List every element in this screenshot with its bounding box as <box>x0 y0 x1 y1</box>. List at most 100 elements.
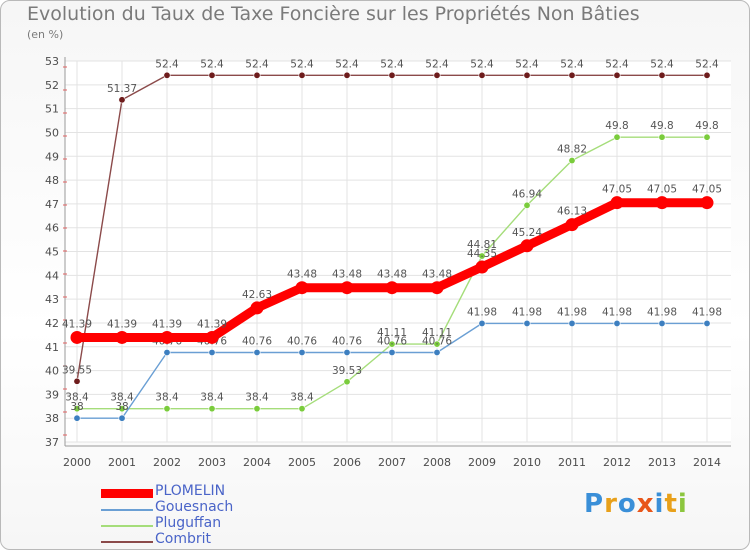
data-label-plomelin: 43.48 <box>377 269 407 281</box>
data-label-plomelin: 44.35 <box>467 248 497 260</box>
data-label-pluguffan: 38.4 <box>110 392 134 404</box>
data-point-combrit <box>703 71 711 79</box>
legend-swatch-gouesnach <box>101 509 153 511</box>
data-point-plomelin <box>160 330 174 344</box>
data-label-pluguffan: 38.4 <box>65 392 89 404</box>
proxiti-logo: Proxiti <box>584 489 688 519</box>
logo-letter: x <box>636 489 655 519</box>
data-point-combrit <box>208 71 216 79</box>
y-tick-label: 42 <box>45 317 59 330</box>
x-tick-label: 2005 <box>288 456 316 469</box>
data-label-pluguffan: 46.94 <box>512 188 542 200</box>
data-point-pluguffan <box>703 133 711 141</box>
data-point-combrit <box>163 71 171 79</box>
data-point-plomelin <box>430 281 444 295</box>
data-label-combrit: 52.4 <box>335 58 359 70</box>
data-point-gouesnach <box>478 319 486 327</box>
x-tick-label: 2002 <box>153 456 181 469</box>
y-tick-label: 38 <box>45 412 59 425</box>
data-point-gouesnach <box>433 348 441 356</box>
data-label-gouesnach: 40.76 <box>242 335 272 347</box>
data-point-pluguffan <box>658 133 666 141</box>
data-point-combrit <box>613 71 621 79</box>
legend-swatch-plomelin <box>101 489 153 498</box>
logo-letter: t <box>664 489 678 519</box>
data-point-pluguffan <box>613 133 621 141</box>
data-point-plomelin <box>565 218 579 232</box>
data-point-combrit <box>523 71 531 79</box>
data-point-plomelin <box>70 330 84 344</box>
data-point-pluguffan <box>253 405 261 413</box>
data-label-gouesnach: 41.98 <box>602 306 632 318</box>
y-tick-label: 44 <box>45 269 59 282</box>
data-point-combrit <box>253 71 261 79</box>
data-label-pluguffan: 49.8 <box>695 120 718 132</box>
x-tick-label: 2001 <box>108 456 136 469</box>
x-tick-label: 2014 <box>693 456 721 469</box>
data-point-pluguffan <box>478 252 486 260</box>
data-point-gouesnach <box>658 319 666 327</box>
y-tick-label: 43 <box>45 293 59 306</box>
data-point-plomelin <box>475 260 489 274</box>
data-point-pluguffan <box>163 405 171 413</box>
data-point-gouesnach <box>613 319 621 327</box>
logo-letter: r <box>604 489 618 519</box>
data-point-pluguffan <box>118 405 126 413</box>
series-group: 39.55 51.37 52.4 52.4 52.4 52.4 52.4 52.4 52.4 52… <box>62 58 722 422</box>
data-point-pluguffan <box>73 405 81 413</box>
legend-label: Gouesnach <box>155 499 234 515</box>
data-label-combrit: 52.4 <box>290 58 314 70</box>
y-tick-label: 47 <box>45 198 59 211</box>
data-label-combrit: 52.4 <box>200 58 224 70</box>
chart-subtitle: (en %) <box>27 28 64 41</box>
data-point-gouesnach <box>118 414 126 422</box>
data-label-pluguffan: 38.4 <box>200 392 224 404</box>
data-label-plomelin: 46.13 <box>557 206 587 218</box>
data-label-plomelin: 43.48 <box>332 269 362 281</box>
data-label-combrit: 52.4 <box>155 58 179 70</box>
x-tick-label: 2013 <box>648 456 676 469</box>
data-label-gouesnach: 40.76 <box>377 335 407 347</box>
y-tick-label: 40 <box>45 365 59 378</box>
data-label-combrit: 52.4 <box>380 58 404 70</box>
data-label-gouesnach: 40.76 <box>287 335 317 347</box>
data-label-gouesnach: 40.76 <box>332 335 362 347</box>
data-label-pluguffan: 48.82 <box>557 144 587 156</box>
data-point-gouesnach <box>208 348 216 356</box>
data-label-plomelin: 41.39 <box>152 318 182 330</box>
data-label-pluguffan: 49.8 <box>605 120 628 132</box>
data-label-pluguffan: 41.11 <box>422 327 452 339</box>
data-point-combrit <box>568 71 576 79</box>
logo-letter: i <box>654 489 665 519</box>
y-tick-label: 51 <box>45 103 59 116</box>
data-label-combrit: 52.4 <box>470 58 494 70</box>
y-tick-label: 48 <box>45 174 59 187</box>
data-point-plomelin <box>205 330 219 344</box>
x-tick-label: 2010 <box>513 456 541 469</box>
logo-letter: P <box>584 489 605 519</box>
data-label-combrit: 39.55 <box>62 364 92 376</box>
grid-lines <box>65 60 731 443</box>
legend-swatch-pluguffan <box>101 525 153 527</box>
data-label-combrit: 52.4 <box>245 58 269 70</box>
data-label-combrit: 52.4 <box>650 58 674 70</box>
y-tick-label: 46 <box>45 222 59 235</box>
x-tick-label: 2008 <box>423 456 451 469</box>
data-point-plomelin <box>520 239 534 253</box>
data-label-gouesnach: 41.98 <box>692 306 722 318</box>
x-tick-label: 2000 <box>63 456 91 469</box>
data-point-gouesnach <box>163 348 171 356</box>
data-label-plomelin: 47.05 <box>692 184 722 196</box>
data-point-combrit <box>478 71 486 79</box>
data-label-combrit: 52.4 <box>695 58 719 70</box>
data-point-plomelin <box>385 281 399 295</box>
data-point-plomelin <box>655 196 669 210</box>
data-label-combrit: 52.4 <box>560 58 584 70</box>
data-label-gouesnach: 38 <box>115 401 128 413</box>
data-label-pluguffan: 38.4 <box>245 392 269 404</box>
data-point-gouesnach <box>388 348 396 356</box>
data-point-combrit <box>73 377 81 385</box>
data-point-gouesnach <box>343 348 351 356</box>
data-point-combrit <box>658 71 666 79</box>
